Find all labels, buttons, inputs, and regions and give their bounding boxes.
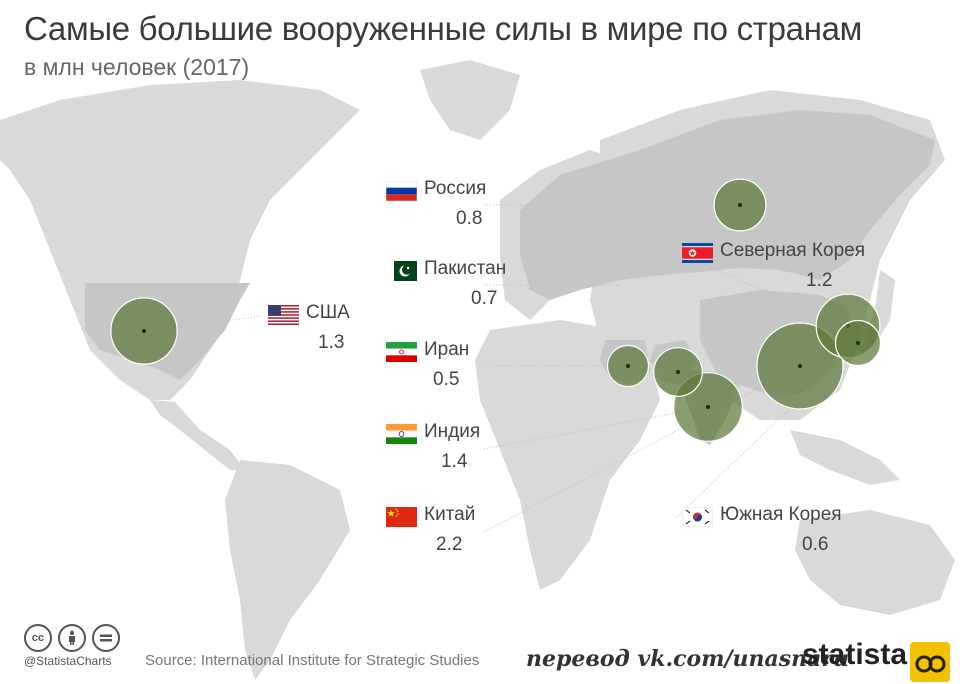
bubble-center-dot (142, 329, 146, 333)
country-name: Иран (424, 339, 470, 360)
bubble-center-dot (626, 364, 630, 368)
country-value: 0.6 (802, 534, 829, 555)
country-value: 0.7 (471, 288, 498, 309)
country-value: 2.2 (436, 534, 463, 555)
us-flag-icon (268, 305, 299, 325)
country-name: Россия (424, 178, 487, 199)
country-value: 0.8 (456, 208, 483, 229)
country-name: Китай (424, 504, 476, 525)
brand-logo-icon (910, 642, 950, 682)
country-value: 1.3 (318, 332, 345, 353)
chart-title: Самые большие вооруженные силы в мире по… (24, 10, 863, 47)
bubble-center-dot (856, 341, 860, 345)
country-name: Северная Корея (720, 240, 865, 261)
license-icons: cc (24, 624, 120, 652)
ru-flag-icon (386, 181, 417, 201)
chart-subtitle: в млн человек (2017) (24, 54, 250, 80)
country-name: Южная Корея (720, 504, 842, 525)
bubble-center-dot (738, 203, 742, 207)
ir-flag-icon (386, 342, 417, 362)
bubble-center-dot (798, 364, 802, 368)
country-value: 1.2 (806, 270, 833, 291)
kp-flag-icon (682, 243, 713, 263)
country-name: США (306, 302, 350, 323)
cc-icon: cc (24, 624, 52, 652)
source-note: Source: International Institute for Stra… (145, 652, 480, 669)
kr-flag-icon (682, 507, 713, 527)
nd-icon (92, 624, 120, 652)
bubble-layer (110, 178, 882, 442)
translation-credit: перевод vk.com/unasnaru (526, 646, 849, 672)
twitter-handle: @StatistaCharts (24, 654, 112, 668)
by-icon (58, 624, 86, 652)
country-value: 0.5 (433, 369, 460, 390)
country-name: Индия (424, 421, 481, 442)
pk-flag-icon (386, 261, 417, 281)
country-value: 1.4 (441, 451, 468, 472)
cn-flag-icon (386, 507, 417, 527)
bubble-center-dot (706, 405, 710, 409)
country-name: Пакистан (424, 258, 507, 279)
in-flag-icon (386, 424, 417, 444)
bubble-center-dot (676, 370, 680, 374)
brand-name: statista (802, 638, 908, 671)
